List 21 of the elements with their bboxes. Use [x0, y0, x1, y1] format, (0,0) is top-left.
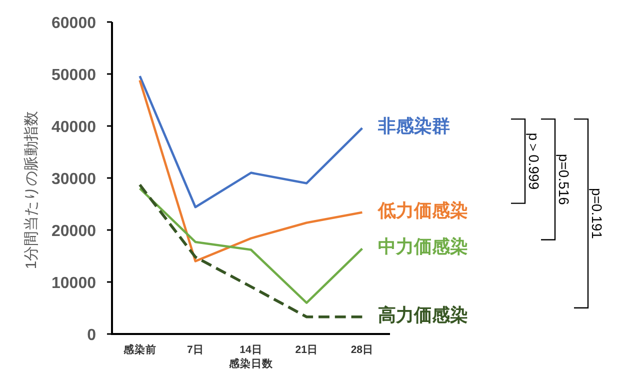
- series-label: 非感染群: [377, 116, 450, 136]
- x-tick-label: 7日: [186, 344, 204, 356]
- y-tick-label: 0: [87, 327, 96, 344]
- y-tick-label: 40000: [52, 119, 96, 136]
- x-tick-label: 感染前: [122, 343, 156, 356]
- y-tick-label: 60000: [52, 15, 96, 32]
- y-tick-label: 10000: [52, 275, 96, 292]
- y-tick-label: 20000: [52, 223, 96, 240]
- y-tick-label: 50000: [52, 67, 96, 84]
- text: p＞0.999: [526, 132, 542, 190]
- series-label: 低力価感染: [377, 200, 468, 220]
- x-axis-title: 感染日数: [228, 357, 274, 370]
- text: p=0.191: [589, 188, 605, 240]
- series-label: 高力価感染: [378, 304, 468, 325]
- y-axis-title: 1分間当たりの脈動指数: [23, 110, 40, 270]
- x-tick-label: 28日: [350, 344, 374, 356]
- x-tick-label: 14日: [240, 344, 262, 356]
- x-tick-label: 21日: [295, 344, 318, 356]
- y-tick-label: 30000: [52, 171, 96, 188]
- series-label: 中力価感染: [378, 236, 468, 257]
- text: p=0.516: [556, 154, 572, 206]
